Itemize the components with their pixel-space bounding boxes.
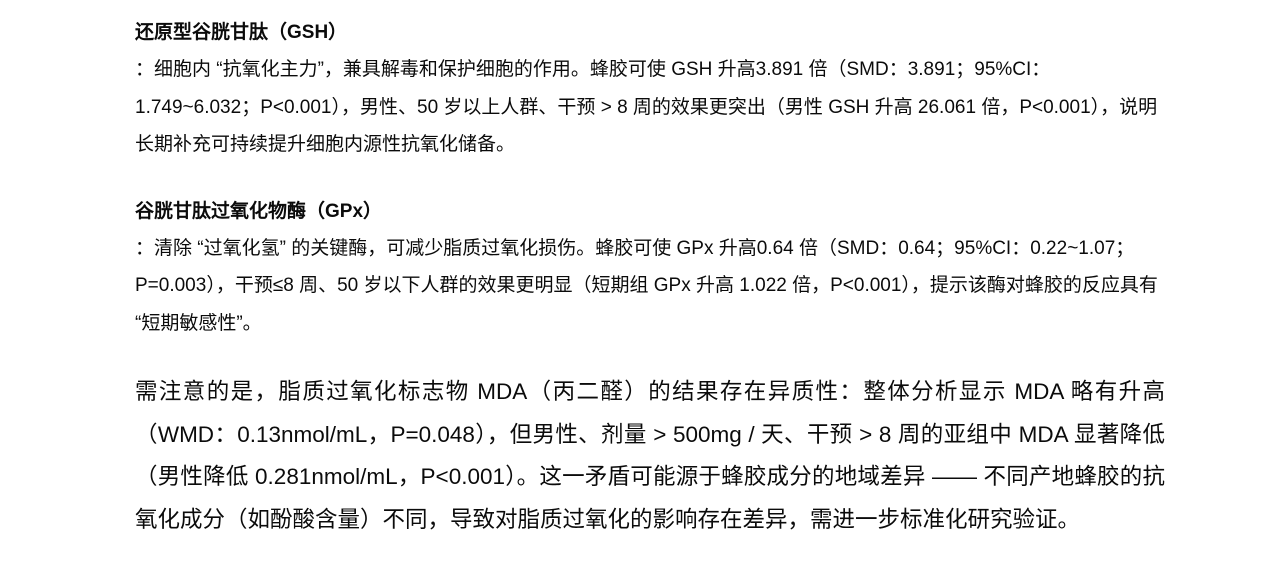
section-body-gsh: ：细胞内 “抗氧化主力”，兼具解毒和保护细胞的作用。蜂胶可使 GSH 升高3.8… <box>135 59 1158 155</box>
section-heading-gpx: 谷胱甘肽过氧化物酶（GPx） <box>135 200 383 222</box>
document-content: 还原型谷胱甘肽（GSH） ：细胞内 “抗氧化主力”，兼具解毒和保护细胞的作用。蜂… <box>135 14 1165 541</box>
section-body-gpx: ：清除 “过氧化氢” 的关键酶，可减少脂质过氧化损伤。蜂胶可使 GPx 升高0.… <box>135 237 1158 334</box>
mda-note-paragraph: 需注意的是，脂质过氧化标志物 MDA（丙二醛）的结果存在异质性：整体分析显示 M… <box>135 379 1165 532</box>
section-gsh: 还原型谷胱甘肽（GSH） ：细胞内 “抗氧化主力”，兼具解毒和保护细胞的作用。蜂… <box>135 14 1165 164</box>
section-gpx: 谷胱甘肽过氧化物酶（GPx） ：清除 “过氧化氢” 的关键酶，可减少脂质过氧化损… <box>135 193 1165 343</box>
section-heading-gsh: 还原型谷胱甘肽（GSH） <box>135 22 348 43</box>
